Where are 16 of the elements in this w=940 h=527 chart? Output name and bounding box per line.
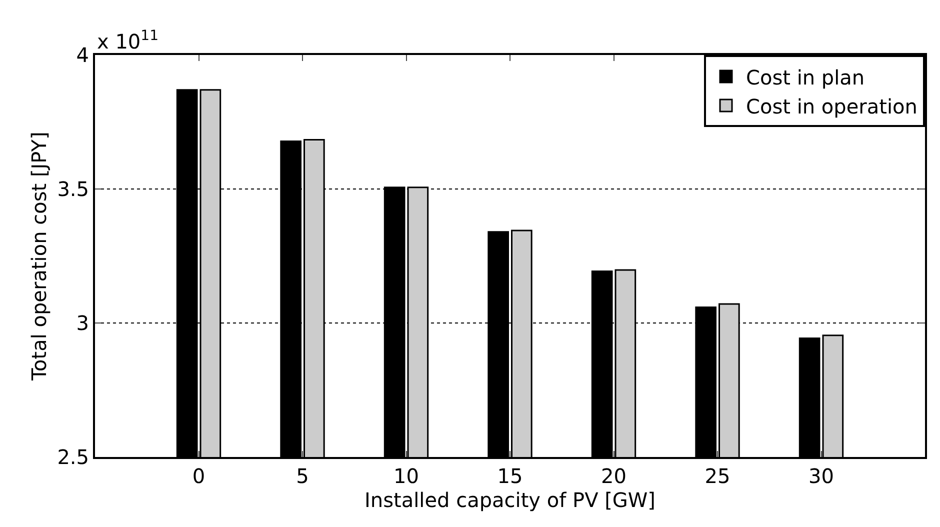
x-tick-label: 10 — [394, 464, 419, 488]
x-tick-label: 25 — [704, 464, 730, 488]
x-tick-label: 20 — [601, 464, 626, 488]
y-tick-label: 3.5 — [57, 177, 89, 201]
y-tick-label: 3 — [76, 311, 89, 335]
y-axis-title: Total operation cost [JPY] — [27, 132, 52, 382]
legend-label: Cost in plan — [746, 65, 865, 90]
x-axis-title: Installed capacity of PV [GW] — [364, 488, 656, 512]
y-tick-label: 2.5 — [57, 445, 89, 469]
x-tick-label: 5 — [296, 464, 309, 488]
text: x 10$^{11}$ — [97, 28, 158, 54]
x-tick-label: 15 — [497, 464, 523, 488]
x-tick-label: 0 — [192, 464, 206, 488]
x-tick-label: 30 — [808, 464, 834, 488]
legend-label: Cost in operation — [746, 94, 918, 118]
y-tick-label: 4 — [76, 43, 89, 67]
